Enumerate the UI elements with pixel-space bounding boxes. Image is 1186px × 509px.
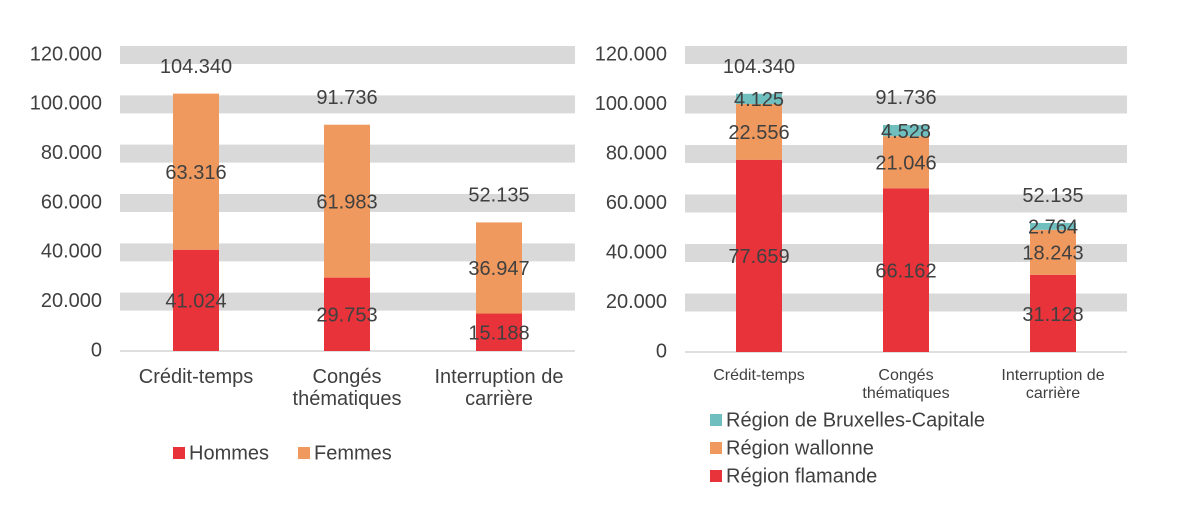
total-label: 52.135 [468,185,529,207]
value-label: 36.947 [468,258,529,280]
y-tick-label: 100.000 [595,93,667,115]
legend-swatch [173,447,185,459]
y-tick-label: 120.000 [595,43,667,65]
value-label: 61.983 [316,191,377,213]
y-tick-label: 80.000 [606,142,667,164]
bar-segment [1030,274,1076,352]
value-label: 21.046 [875,152,936,174]
y-tick-label: 0 [656,340,667,362]
value-label: 22.556 [728,122,789,144]
bar-segment [883,124,929,137]
bar-segment [736,103,782,160]
x-tick-label: Congés thématiques [292,366,402,410]
total-label: 104.340 [160,56,232,78]
y-tick-label: 120.000 [30,43,102,65]
total-label: 91.736 [316,87,377,109]
total-label: 104.340 [723,56,795,78]
total-label: 91.736 [875,87,936,109]
bar-segment [173,93,219,250]
x-tick-label: Crédit-temps [713,367,805,384]
value-label: 4.528 [881,121,931,143]
bar-segment [883,136,929,189]
legend-swatch [298,447,310,459]
total-label: 52.135 [1022,185,1083,207]
value-label: 41.024 [165,291,226,313]
legend-swatch [710,470,722,482]
bar-segment [1030,222,1076,230]
legend-label: Région de Bruxelles-Capitale [726,409,985,431]
bar-segment [324,277,370,351]
value-label: 77.659 [728,246,789,268]
bar-segment [476,222,522,314]
x-tick-label: Interruption de carrière [1001,367,1105,402]
y-tick-label: 20.000 [41,290,102,312]
bar-segment [324,124,370,278]
y-tick-label: 60.000 [41,191,102,213]
y-tick-label: 100.000 [30,93,102,115]
value-label: 31.128 [1022,304,1083,326]
value-label: 63.316 [165,162,226,184]
legend-label: Femmes [314,442,392,464]
value-label: 66.162 [875,260,936,282]
value-label: 2.764 [1028,217,1078,239]
value-label: 18.243 [1022,243,1083,265]
bar-segment [883,188,929,352]
legend-label: Région flamande [726,465,877,487]
x-tick-label: Interruption de carrière [434,366,564,410]
y-tick-label: 40.000 [41,241,102,263]
y-tick-label: 40.000 [606,241,667,263]
bar-segment [736,159,782,352]
bar-segment [736,93,782,104]
x-tick-label: Crédit-temps [138,366,254,388]
bar-segment [1030,229,1076,275]
value-label: 15.188 [468,323,529,345]
bar-segment [476,313,522,351]
legend-label: Hommes [189,442,269,464]
value-label: 29.753 [316,305,377,327]
legend-swatch [710,414,722,426]
value-label: 4.125 [734,89,784,111]
y-tick-label: 20.000 [606,291,667,313]
y-tick-label: 60.000 [606,192,667,214]
x-tick-label: Congés thématiques [862,367,950,402]
y-tick-label: 0 [91,339,102,361]
y-tick-label: 80.000 [41,142,102,164]
bar-segment [173,249,219,351]
legend-label: Région wallonne [726,437,874,459]
legend-swatch [710,442,722,454]
